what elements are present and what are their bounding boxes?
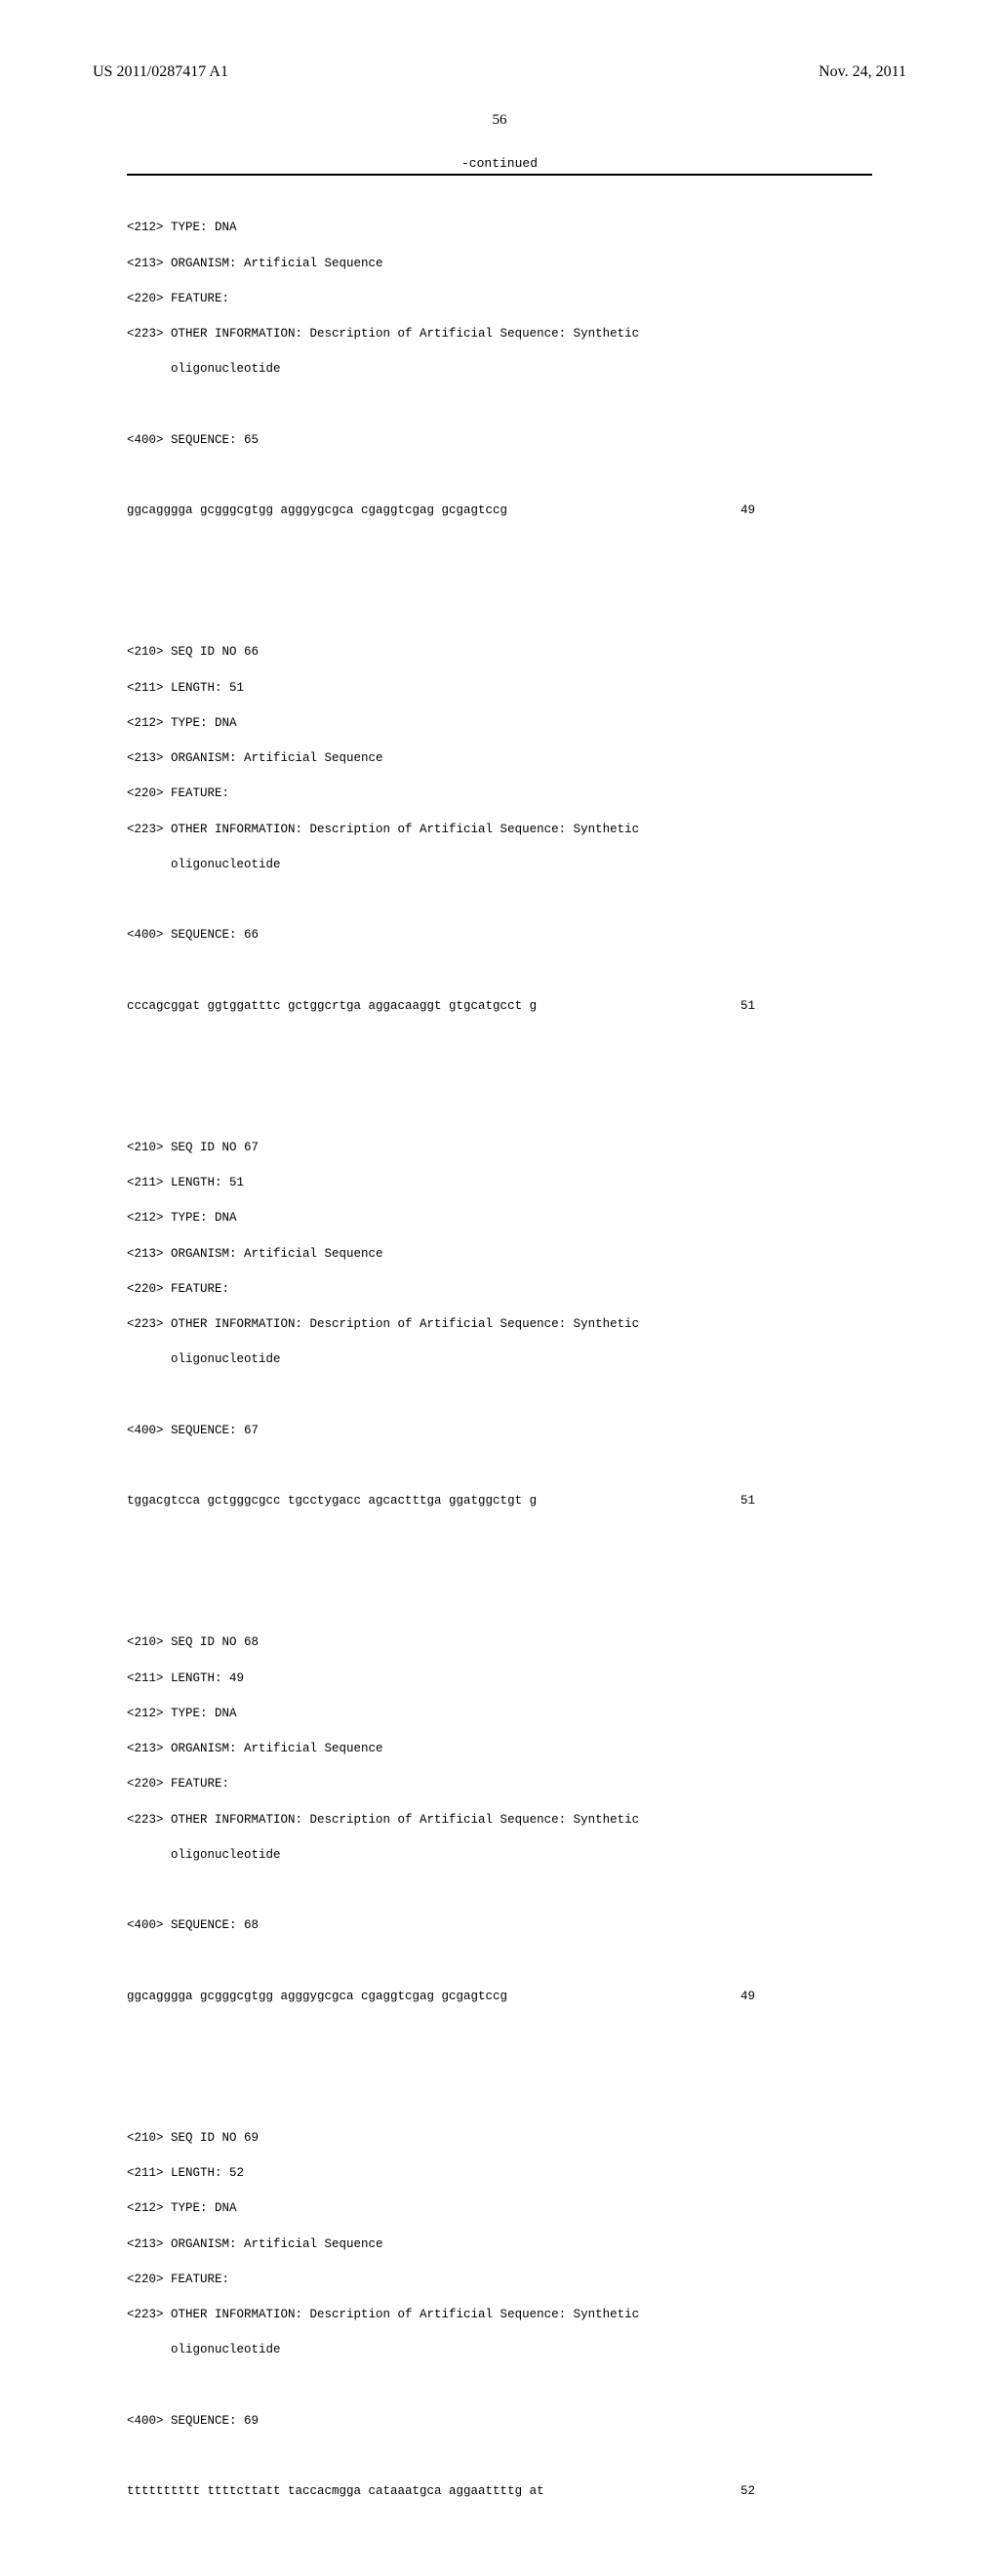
publication-number: US 2011/0287417 A1 — [93, 63, 228, 81]
sequence-length: 51 — [740, 997, 872, 1015]
sequence-block: <212> TYPE: DNA <213> ORGANISM: Artifici… — [127, 201, 872, 537]
seq-label: <400> SEQUENCE: 66 — [127, 926, 872, 944]
seq-header-line: <213> ORGANISM: Artificial Sequence — [127, 255, 872, 272]
seq-header-line: <220> FEATURE: — [127, 1775, 872, 1792]
sequence-content: <212> TYPE: DNA <213> ORGANISM: Artifici… — [0, 176, 999, 2576]
seq-header-line: <220> FEATURE: — [127, 2271, 872, 2288]
seq-header-line: <211> LENGTH: 51 — [127, 679, 872, 697]
seq-header-line: oligonucleotide — [127, 1350, 872, 1368]
publication-date: Nov. 24, 2011 — [819, 63, 906, 81]
seq-header-line: <223> OTHER INFORMATION: Description of … — [127, 821, 872, 838]
sequence-length: 49 — [740, 502, 872, 519]
sequence-row: tggacgtcca gctgggcgcc tgcctygacc agcactt… — [127, 1492, 872, 1509]
seq-header-line: <211> LENGTH: 49 — [127, 1670, 872, 1687]
seq-header-line: <210> SEQ ID NO 67 — [127, 1139, 872, 1156]
seq-header-line: <210> SEQ ID NO 69 — [127, 2129, 872, 2147]
sequence-text: cccagcggat ggtggatttc gctggcrtga aggacaa… — [127, 997, 537, 1015]
seq-header-line: oligonucleotide — [127, 1846, 872, 1864]
seq-header-line: <212> TYPE: DNA — [127, 219, 872, 236]
sequence-length: 49 — [740, 1988, 872, 2005]
seq-header-line: <212> TYPE: DNA — [127, 1209, 872, 1227]
seq-header-line: <220> FEATURE: — [127, 785, 872, 802]
continued-label: -continued — [0, 156, 999, 171]
sequence-block: <210> SEQ ID NO 66 <211> LENGTH: 51 <212… — [127, 625, 872, 1032]
seq-header-line: <211> LENGTH: 51 — [127, 1174, 872, 1191]
seq-header-line: <213> ORGANISM: Artificial Sequence — [127, 749, 872, 767]
page-header: US 2011/0287417 A1 Nov. 24, 2011 — [0, 0, 999, 81]
seq-label: <400> SEQUENCE: 69 — [127, 2412, 872, 2430]
seq-header-line: oligonucleotide — [127, 2341, 872, 2358]
seq-label: <400> SEQUENCE: 65 — [127, 431, 872, 449]
seq-header-line: <211> LENGTH: 52 — [127, 2164, 872, 2182]
seq-header-line: <223> OTHER INFORMATION: Description of … — [127, 325, 872, 342]
sequence-row: ggcagggga gcgggcgtgg agggygcgca cgaggtcg… — [127, 1988, 872, 2005]
sequence-text: ggcagggga gcgggcgtgg agggygcgca cgaggtcg… — [127, 502, 507, 519]
seq-header-line: <212> TYPE: DNA — [127, 1705, 872, 1722]
page-number: 56 — [0, 112, 999, 129]
sequence-text: ggcagggga gcgggcgtgg agggygcgca cgaggtcg… — [127, 1988, 507, 2005]
seq-header-line: oligonucleotide — [127, 360, 872, 378]
sequence-row: tttttttttt ttttcttatt taccacmgga cataaat… — [127, 2482, 872, 2500]
seq-header-line: <220> FEATURE: — [127, 1280, 872, 1298]
seq-header-line: <212> TYPE: DNA — [127, 2199, 872, 2217]
seq-header-line: <220> FEATURE: — [127, 290, 872, 307]
sequence-block: <210> SEQ ID NO 68 <211> LENGTH: 49 <212… — [127, 1616, 872, 2023]
sequence-text: tggacgtcca gctgggcgcc tgcctygacc agcactt… — [127, 1492, 537, 1509]
sequence-text: tttttttttt ttttcttatt taccacmgga cataaat… — [127, 2482, 544, 2500]
sequence-length: 52 — [740, 2482, 872, 2500]
sequence-length: 51 — [740, 1492, 872, 1509]
seq-header-line: <213> ORGANISM: Artificial Sequence — [127, 2235, 872, 2253]
sequence-row: cccagcggat ggtggatttc gctggcrtga aggacaa… — [127, 997, 872, 1015]
seq-label: <400> SEQUENCE: 68 — [127, 1916, 872, 1934]
seq-header-line: <223> OTHER INFORMATION: Description of … — [127, 1811, 872, 1829]
seq-header-line: <213> ORGANISM: Artificial Sequence — [127, 1740, 872, 1757]
seq-header-line: <223> OTHER INFORMATION: Description of … — [127, 1315, 872, 1333]
sequence-block: <210> SEQ ID NO 67 <211> LENGTH: 51 <212… — [127, 1121, 872, 1528]
seq-label: <400> SEQUENCE: 67 — [127, 1422, 872, 1439]
sequence-row: ggcagggga gcgggcgtgg agggygcgca cgaggtcg… — [127, 502, 872, 519]
seq-header-line: oligonucleotide — [127, 856, 872, 873]
seq-header-line: <212> TYPE: DNA — [127, 714, 872, 732]
sequence-block: <210> SEQ ID NO 69 <211> LENGTH: 52 <212… — [127, 2112, 872, 2518]
seq-header-line: <210> SEQ ID NO 68 — [127, 1633, 872, 1651]
seq-header-line: <210> SEQ ID NO 66 — [127, 643, 872, 661]
seq-header-line: <213> ORGANISM: Artificial Sequence — [127, 1245, 872, 1263]
seq-header-line: <223> OTHER INFORMATION: Description of … — [127, 2306, 872, 2323]
